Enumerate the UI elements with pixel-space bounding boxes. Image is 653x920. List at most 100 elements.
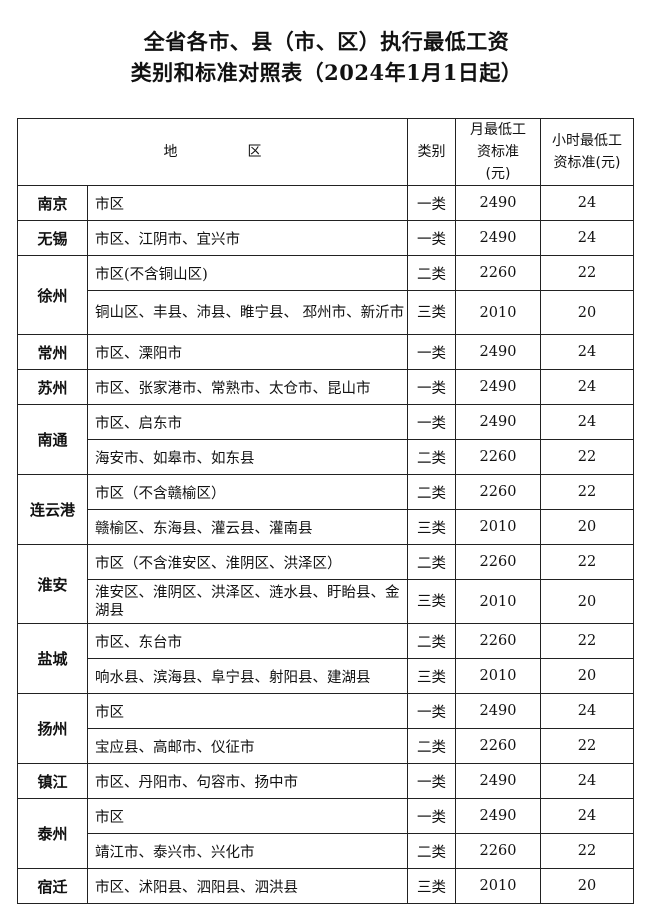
area-cell: 靖江市、泰兴市、兴化市 [87,833,408,869]
table-row: 常州 市区、溧阳市 一类 2490 24 [17,334,634,370]
city-cell: 盐城 [17,623,88,694]
monthly-cell: 2260 [455,833,541,869]
document-title: 全省各市、县（市、区）执行最低工资 类别和标准对照表（2024年1月1日起） [0,26,653,88]
city-cell: 苏州 [17,369,88,405]
table-row: 赣榆区、东海县、灌云县、灌南县 三类 2010 20 [18,509,634,545]
hourly-cell: 22 [540,544,634,580]
table-row: 徐州 市区(不含铜山区) 二类 2260 22 [17,255,634,335]
hourly-cell: 22 [540,439,634,475]
category-cell: 三类 [407,658,456,694]
category-cell: 三类 [407,579,456,624]
table-row: 海安市、如皋市、如东县 二类 2260 22 [18,439,634,475]
hourly-cell: 24 [540,798,634,834]
monthly-cell: 2260 [455,439,541,475]
monthly-cell: 2490 [455,220,541,256]
hourly-cell: 24 [540,220,634,256]
category-cell: 二类 [407,623,456,659]
table-row: 盐城 市区、东台市 二类 2260 22 [17,623,634,694]
hourly-cell: 22 [540,833,634,869]
monthly-cell: 2260 [455,728,541,764]
monthly-cell: 2260 [455,474,541,510]
category-cell: 三类 [407,868,456,904]
hourly-cell: 20 [540,868,634,904]
area-cell: 市区 [87,185,408,221]
table-row: 宝应县、高邮市、仪征市 二类 2260 22 [18,728,634,764]
category-cell: 一类 [407,334,456,370]
category-cell: 一类 [407,369,456,405]
monthly-cell: 2010 [455,658,541,694]
monthly-cell: 2490 [455,369,541,405]
category-cell: 二类 [407,728,456,764]
hourly-cell: 24 [540,369,634,405]
table-row: 镇江 市区、丹阳市、句容市、扬中市 一类 2490 24 [17,763,634,799]
city-cell: 镇江 [17,763,88,799]
city-cell: 连云港 [17,474,88,545]
category-cell: 二类 [407,833,456,869]
area-cell: 市区(不含铜山区) [87,255,408,291]
monthly-cell: 2010 [455,579,541,624]
header-hourly: 小时最低工资标准(元) [540,118,634,186]
monthly-cell: 2490 [455,798,541,834]
header-row: 地 区 类别 月最低工资标准(元) 小时最低工资标准(元) [17,118,634,186]
hourly-cell: 22 [540,474,634,510]
header-category: 类别 [407,118,456,186]
table-row: 铜山区、丰县、沛县、睢宁县、 邳州市、新沂市 三类 2010 20 [18,290,634,335]
table-row: 扬州 市区 一类 2490 24 [17,693,634,764]
area-cell: 市区、溧阳市 [87,334,408,370]
hourly-cell: 20 [540,509,634,545]
category-cell: 二类 [407,439,456,475]
hourly-cell: 22 [540,623,634,659]
area-cell: 响水县、滨海县、阜宁县、射阳县、建湖县 [87,658,408,694]
title-line-1: 全省各市、县（市、区）执行最低工资 [143,29,510,54]
table-row: 淮安区、淮阴区、洪泽区、涟水县、盱眙县、金湖县 三类 2010 20 [18,579,634,624]
category-cell: 二类 [407,474,456,510]
monthly-cell: 2260 [455,623,541,659]
area-cell: 市区、江阴市、宜兴市 [87,220,408,256]
table-row: 苏州 市区、张家港市、常熟市、太仓市、昆山市 一类 2490 24 [17,369,634,405]
monthly-cell: 2010 [455,509,541,545]
category-cell: 一类 [407,763,456,799]
area-cell: 市区 [87,798,408,834]
area-cell: 市区、张家港市、常熟市、太仓市、昆山市 [87,369,408,405]
table-row: 宿迁 市区、沭阳县、泗阳县、泗洪县 三类 2010 20 [17,868,634,904]
hourly-cell: 24 [540,185,634,221]
monthly-cell: 2010 [455,290,541,335]
hourly-cell: 24 [540,404,634,440]
area-cell: 市区（不含赣榆区） [87,474,408,510]
header-monthly: 月最低工资标准(元) [455,118,541,186]
category-cell: 一类 [407,404,456,440]
table-row: 连云港 市区（不含赣榆区） 二类 2260 22 [17,474,634,545]
monthly-cell: 2490 [455,334,541,370]
area-cell: 市区、东台市 [87,623,408,659]
area-cell: 宝应县、高邮市、仪征市 [87,728,408,764]
city-cell: 淮安 [17,544,88,624]
area-cell: 市区、沭阳县、泗阳县、泗洪县 [87,868,408,904]
table-row: 靖江市、泰兴市、兴化市 二类 2260 22 [18,833,634,869]
hourly-cell: 22 [540,255,634,291]
monthly-cell: 2490 [455,404,541,440]
hourly-cell: 24 [540,763,634,799]
category-cell: 二类 [407,255,456,291]
table-row: 泰州 市区 一类 2490 24 [17,798,634,869]
hourly-cell: 22 [540,728,634,764]
area-cell: 淮安区、淮阴区、洪泽区、涟水县、盱眙县、金湖县 [87,579,408,624]
hourly-cell: 20 [540,658,634,694]
category-cell: 一类 [407,220,456,256]
category-cell: 三类 [407,290,456,335]
header-area: 地 区 [17,118,408,186]
monthly-cell: 2490 [455,693,541,729]
city-cell: 宿迁 [17,868,88,904]
monthly-cell: 2260 [455,544,541,580]
area-cell: 海安市、如皋市、如东县 [87,439,408,475]
hourly-cell: 20 [540,290,634,335]
area-cell: 市区 [87,693,408,729]
table-row: 南通 市区、启东市 一类 2490 24 [17,404,634,475]
city-cell: 无锡 [17,220,88,256]
hourly-cell: 24 [540,693,634,729]
area-cell: 市区（不含淮安区、淮阴区、洪泽区） [87,544,408,580]
hourly-cell: 20 [540,579,634,624]
city-cell: 南京 [17,185,88,221]
city-cell: 徐州 [17,255,88,335]
category-cell: 一类 [407,185,456,221]
monthly-cell: 2490 [455,185,541,221]
